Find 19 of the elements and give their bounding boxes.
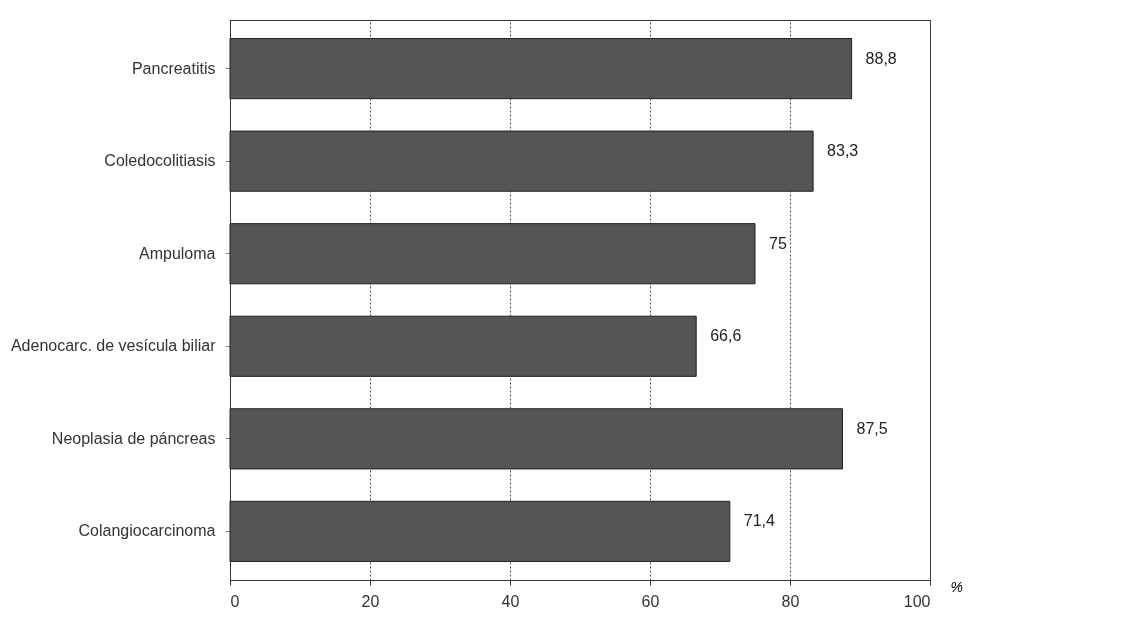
data-label: 83,3 — [827, 142, 859, 160]
data-label: 66,6 — [710, 327, 742, 345]
y-tick-label: Ampuloma — [139, 244, 216, 262]
x-tick-label: 100 — [903, 592, 931, 610]
x-axis-title: % — [950, 578, 963, 595]
x-tick-label: 80 — [781, 592, 800, 610]
x-tick-label: 60 — [641, 592, 660, 610]
y-tick-label: Colangiocarcinoma — [78, 522, 216, 540]
data-label: 71,4 — [743, 512, 776, 530]
data-label: 88,8 — [865, 49, 897, 67]
y-tick-label: Neoplasia de páncreas — [51, 429, 216, 447]
data-label: 87,5 — [856, 419, 888, 437]
y-tick-label: Adenocarc. de vesícula biliar — [10, 337, 217, 355]
data-label: 75 — [769, 234, 787, 252]
x-tick-label: 20 — [361, 592, 380, 610]
y-tick-label: Pancreatitis — [131, 59, 216, 77]
x-tick-label: 0 — [230, 592, 240, 610]
y-tick-label: Coledocolitiasis — [104, 152, 216, 170]
x-tick-label: 40 — [501, 592, 520, 610]
